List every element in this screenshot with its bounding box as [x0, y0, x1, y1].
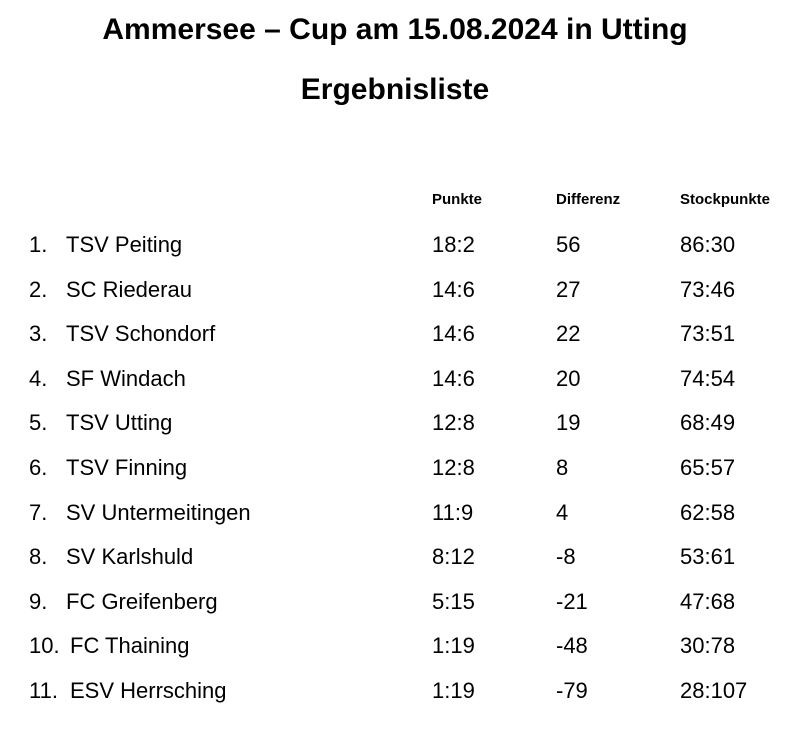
table-row: 7. SV Untermeitingen 11:9 4 62:58: [0, 497, 800, 542]
page-subtitle: Ergebnisliste: [300, 73, 490, 106]
punkte-cell: 11:9: [432, 499, 474, 525]
team-cell: FC Greifenberg: [66, 588, 218, 614]
differenz-cell: 22: [556, 321, 581, 347]
column-header-punkte: Punkte: [432, 191, 483, 208]
team-cell: SV Untermeitingen: [66, 499, 251, 525]
rank-cell: 2.: [29, 276, 48, 302]
stockpunkte-cell: 53:61: [680, 544, 736, 570]
rank-cell: 6.: [29, 454, 48, 480]
differenz-cell: 19: [556, 410, 581, 436]
differenz-cell: -8: [556, 544, 576, 570]
table-row: 8. SV Karlshuld 8:12 -8 53:61: [0, 541, 800, 586]
table-row: 2. SC Riederau 14:6 27 73:46: [0, 274, 800, 319]
table-row: 5. TSV Utting 12:8 19 68:49: [0, 407, 800, 452]
table-row: 11. ESV Herrsching 1:19 -79 28:107: [0, 675, 800, 720]
rank-cell: 7.: [29, 499, 48, 525]
punkte-cell: 8:12: [432, 544, 475, 570]
differenz-cell: -21: [556, 588, 588, 614]
table-row: 9. FC Greifenberg 5:15 -21 47:68: [0, 586, 800, 631]
page-title: Ammersee – Cup am 15.08.2024 in Utting: [102, 13, 688, 46]
punkte-cell: 14:6: [432, 276, 475, 302]
table-row: 4. SF Windach 14:6 20 74:54: [0, 363, 800, 408]
differenz-cell: 27: [556, 276, 581, 302]
stockpunkte-cell: 28:107: [680, 677, 748, 703]
punkte-cell: 18:2: [432, 232, 475, 257]
team-cell: TSV Utting: [66, 410, 173, 436]
punkte-cell: 12:8: [432, 410, 475, 436]
column-header-differenz: Differenz: [556, 191, 621, 208]
rank-cell: 3.: [29, 321, 48, 347]
table-row: 1. TSV Peiting 18:2 56 86:30: [0, 229, 800, 274]
differenz-cell: 56: [556, 232, 581, 257]
stockpunkte-cell: 65:57: [680, 454, 736, 480]
differenz-cell: -48: [556, 633, 588, 659]
stockpunkte-cell: 47:68: [680, 588, 736, 614]
results-table: 1. TSV Peiting 18:2 56 86:30 2. SC Riede…: [0, 229, 800, 720]
team-cell: SC Riederau: [66, 276, 192, 302]
rank-cell: 4.: [29, 365, 48, 391]
team-cell: FC Thaining: [70, 633, 190, 659]
column-header-stockpunkte: Stockpunkte: [680, 191, 771, 208]
table-row: 10. FC Thaining 1:19 -48 30:78: [0, 630, 800, 675]
differenz-cell: 4: [556, 499, 569, 525]
stockpunkte-cell: 62:58: [680, 499, 736, 525]
stockpunkte-cell: 86:30: [680, 232, 736, 257]
differenz-cell: 8: [556, 454, 569, 480]
rank-cell: 1.: [29, 232, 48, 257]
differenz-cell: 20: [556, 365, 581, 391]
table-row: 3. TSV Schondorf 14:6 22 73:51: [0, 318, 800, 363]
punkte-cell: 1:19: [432, 677, 475, 703]
team-cell: TSV Peiting: [66, 232, 183, 257]
table-row: 6. TSV Finning 12:8 8 65:57: [0, 452, 800, 497]
punkte-cell: 14:6: [432, 321, 475, 347]
differenz-cell: -79: [556, 677, 588, 703]
team-cell: SF Windach: [66, 365, 186, 391]
punkte-cell: 12:8: [432, 454, 475, 480]
rank-cell: 5.: [29, 410, 48, 436]
stockpunkte-cell: 73:46: [680, 276, 736, 302]
team-cell: SV Karlshuld: [66, 544, 194, 570]
rank-cell: 10.: [29, 633, 60, 659]
rank-cell: 11.: [29, 677, 58, 703]
team-cell: TSV Finning: [66, 454, 188, 480]
stockpunkte-cell: 74:54: [680, 365, 736, 391]
team-cell: TSV Schondorf: [66, 321, 216, 347]
punkte-cell: 1:19: [432, 633, 475, 659]
rank-cell: 8.: [29, 544, 48, 570]
punkte-cell: 14:6: [432, 365, 475, 391]
stockpunkte-cell: 68:49: [680, 410, 736, 436]
team-cell: ESV Herrsching: [70, 677, 227, 703]
stockpunkte-cell: 30:78: [680, 633, 736, 659]
stockpunkte-cell: 73:51: [680, 321, 736, 347]
rank-cell: 9.: [29, 588, 48, 614]
punkte-cell: 5:15: [432, 588, 475, 614]
